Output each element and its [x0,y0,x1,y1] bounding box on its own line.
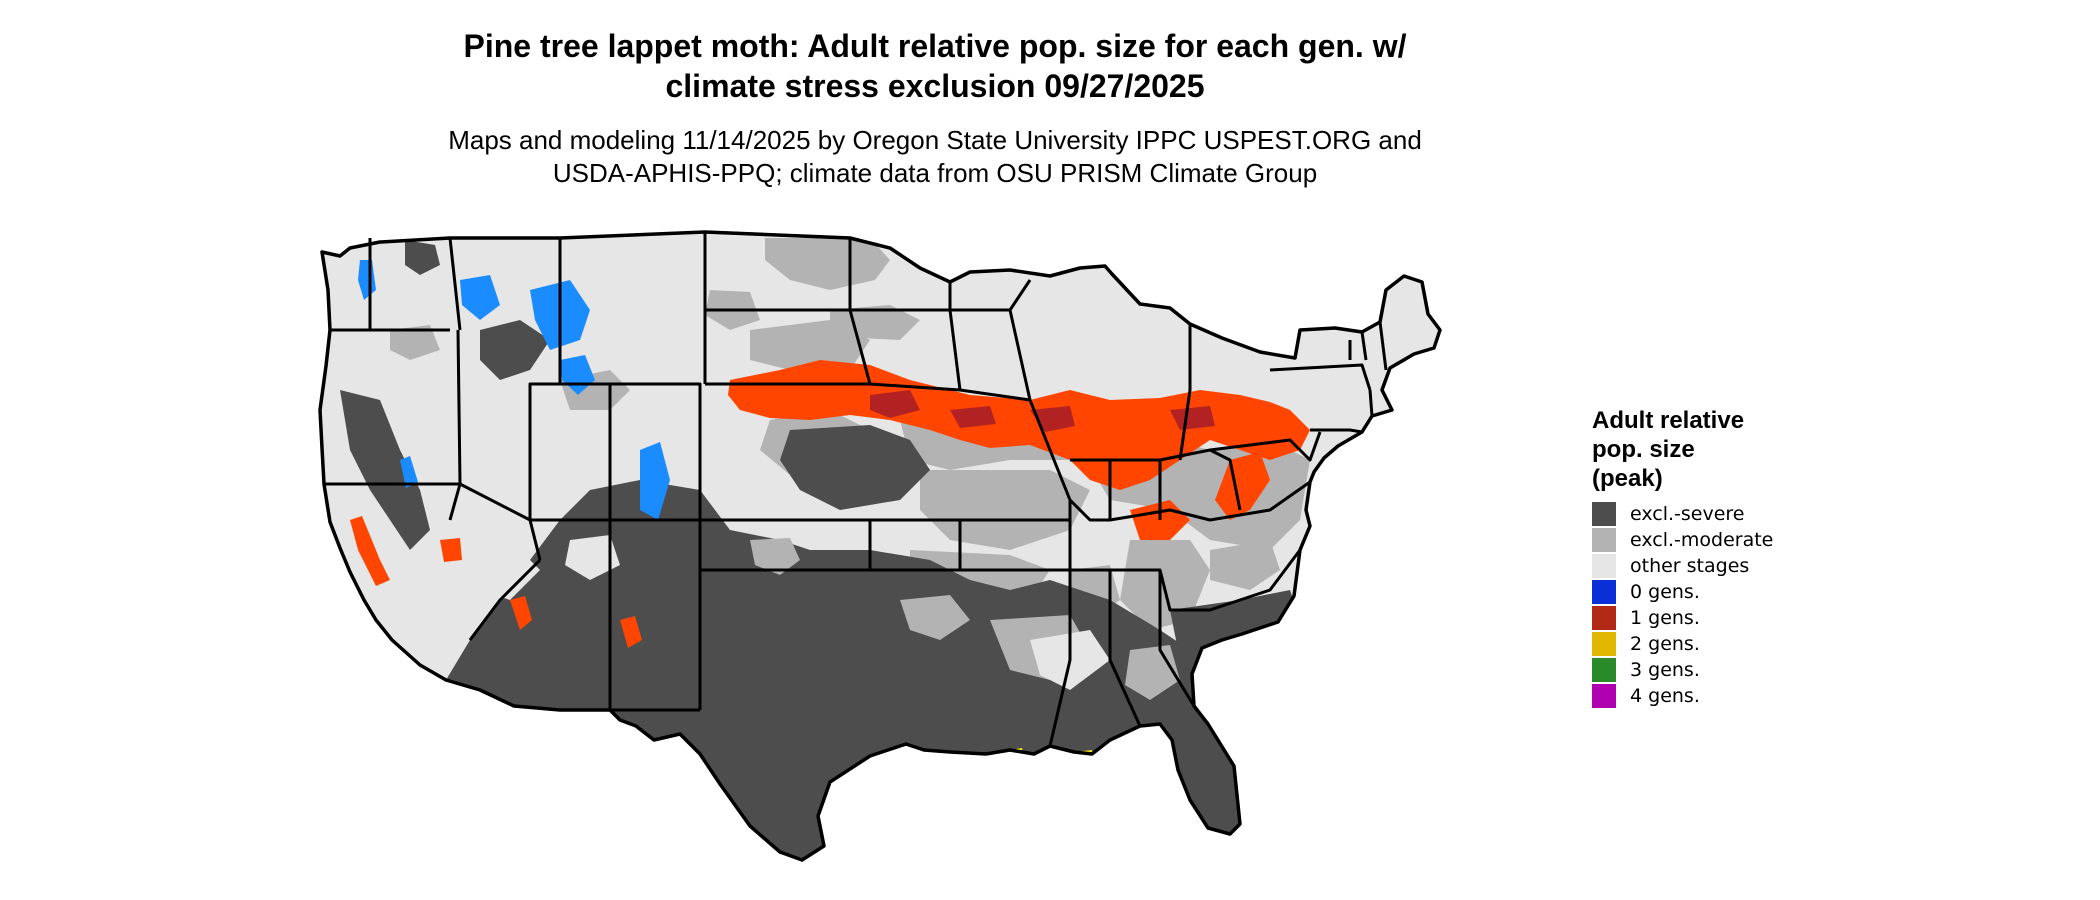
legend-label: excl.-moderate [1630,529,1774,551]
map-subtitle-line-1: Maps and modeling 11/14/2025 by Oregon S… [448,125,1422,155]
map-raster-layer [340,238,1310,860]
legend-item-1-gens: 1 gens. [1592,605,1892,631]
legend-swatch [1592,606,1616,630]
legend-swatch [1592,554,1616,578]
legend-item-excl-moderate: excl.-moderate [1592,527,1892,553]
legend-title-line-2: pop. size [1592,436,1695,463]
map-legend: Adult relative pop. size (peak) excl.-se… [1592,406,1892,709]
excl-severe-areas [340,240,1300,860]
legend-title: Adult relative pop. size (peak) [1592,406,1892,493]
map-title-line-1: Pine tree lappet moth: Adult relative po… [463,28,1407,64]
legend-item-4-gens: 4 gens. [1592,683,1892,709]
legend-swatch [1592,528,1616,552]
legend-label: 4 gens. [1630,685,1700,707]
legend-swatch [1592,684,1616,708]
us-map [318,230,1442,862]
legend-label: excl.-severe [1630,503,1745,525]
legend-swatch [1592,580,1616,604]
legend-swatch [1592,632,1616,656]
one-gen-dark-areas [870,390,1215,432]
map-subtitle-line-2: USDA-APHIS-PPQ; climate data from OSU PR… [552,158,1318,188]
legend-item-other-stages: other stages [1592,553,1892,579]
legend-label: 1 gens. [1630,607,1700,629]
legend-item-3-gens: 3 gens. [1592,657,1892,683]
legend-item-2-gens: 2 gens. [1592,631,1892,657]
legend-swatch [1592,502,1616,526]
legend-item-0-gens: 0 gens. [1592,579,1892,605]
state-borders [324,230,1388,747]
legend-title-line-3: (peak) [1592,465,1663,492]
legend-label: other stages [1630,555,1750,577]
map-title-line-2: climate stress exclusion 09/27/2025 [665,68,1205,104]
legend-label: 2 gens. [1630,633,1700,655]
legend-label: 0 gens. [1630,581,1700,603]
legend-title-line-1: Adult relative [1592,407,1745,434]
legend-item-excl-severe: excl.-severe [1592,501,1892,527]
legend-label: 3 gens. [1630,659,1700,681]
legend-swatch [1592,658,1616,682]
